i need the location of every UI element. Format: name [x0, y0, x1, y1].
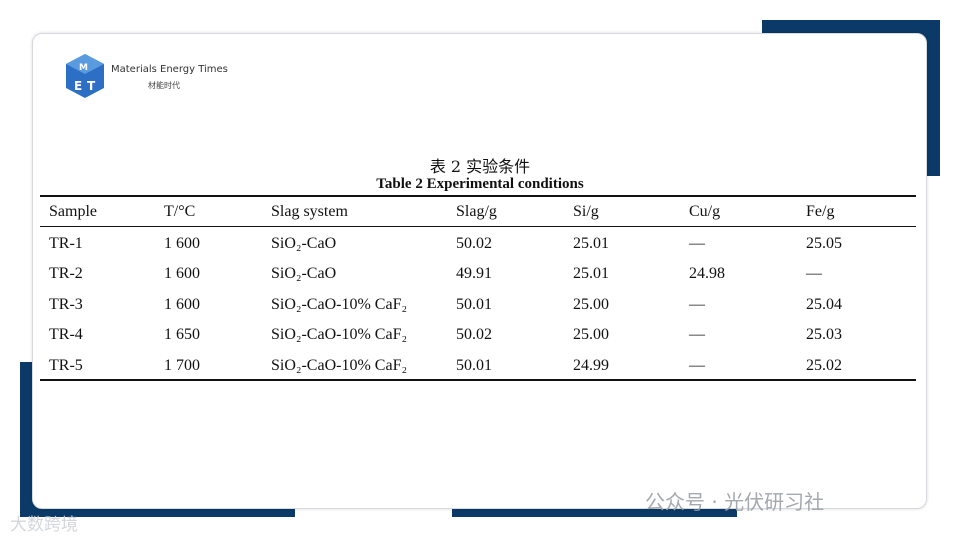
table-row: TR-5 1 700 SiO₂-CaO-10% CaF₂ 50.01 24.99 — 25.… — [40, 351, 916, 382]
header-cell: Slag system — [271, 203, 348, 220]
header-cell: T/°C — [164, 203, 196, 220]
table-cell: — — [806, 265, 822, 282]
table-cell: 49.91 — [456, 265, 492, 282]
table-cell: SiO₂-CaO — [271, 234, 337, 252]
table-cell: 1 600 — [164, 265, 200, 282]
table-cell: 24.99 — [573, 356, 609, 374]
table-cell: 50.02 — [456, 234, 492, 252]
table-cell: 25.01 — [573, 234, 609, 252]
logo-name: Materials Energy Times — [111, 64, 228, 75]
table-cell: 1 650 — [164, 326, 200, 343]
table-cell: 1 700 — [164, 356, 200, 374]
watermark: 公众号 · 光伏研习社 — [645, 490, 825, 514]
header-cell: Si/g — [573, 203, 599, 220]
header-cell: Sample — [49, 203, 97, 220]
table-row: TR-2 1 600 SiO₂-CaO 49.91 25.01 24.98 — — [40, 259, 916, 290]
logo-icon: E T M — [66, 54, 104, 98]
table-cell: — — [689, 326, 705, 343]
table-cell: 25.00 — [573, 295, 609, 313]
caption-en: Table 2 Experimental conditions — [376, 176, 584, 192]
header-cell: Slag/g — [456, 203, 497, 220]
header-cell: Fe/g — [806, 203, 835, 220]
header-cell: Cu/g — [689, 203, 721, 220]
table-cell: TR-2 — [49, 265, 83, 282]
table-cell: 24.98 — [689, 265, 725, 282]
table-cell: 25.00 — [573, 326, 609, 343]
svg-text:M: M — [79, 63, 88, 73]
svg-text:E: E — [74, 79, 82, 93]
table-cell: TR-5 — [49, 356, 83, 374]
table-cell: 25.01 — [573, 265, 609, 282]
mid-rule — [40, 226, 916, 227]
table-cell: 25.04 — [806, 295, 842, 313]
table-cell: 50.02 — [456, 326, 492, 343]
table-cell: SiO₂-CaO-10% CaF₂ — [271, 326, 408, 343]
table-row: TR-3 1 600 SiO₂-CaO-10% CaF₂ 50.01 25.00 — 25.… — [40, 290, 916, 321]
svg-text:T: T — [87, 79, 96, 93]
header-row: Sample T/°C Slag system Slag/g Si/g Cu/g Fe/g — [40, 197, 916, 228]
table-cell: 50.01 — [456, 356, 492, 374]
caption-cn: 表 2 实验条件 — [429, 157, 531, 176]
table-cell: 1 600 — [164, 234, 200, 252]
table-cell: TR-4 — [49, 326, 83, 343]
table-body: TR-1 1 600 SiO₂-CaO 50.02 25.01 — 25.05 TR-2 1 6… — [40, 229, 916, 382]
table-cell: SiO₂-CaO-10% CaF₂ — [271, 356, 408, 374]
table-row: TR-4 1 650 SiO₂-CaO-10% CaF₂ 50.02 25.00 — 25.… — [40, 320, 916, 351]
card — [32, 33, 927, 509]
watermark: 大数跨境 — [10, 515, 78, 535]
table-cell: — — [689, 356, 705, 374]
table-cell: SiO₂-CaO — [271, 265, 337, 282]
table-cell: 50.01 — [456, 295, 492, 313]
bottom-rule — [40, 379, 916, 381]
table: Sample T/°C Slag system Slag/g Si/g Cu/g Fe/g T… — [40, 195, 916, 381]
table-cell: — — [689, 234, 705, 252]
table-cell: SiO₂-CaO-10% CaF₂ — [271, 295, 408, 313]
table-cell: 25.05 — [806, 234, 842, 252]
logo-name-cn: 材能时代 — [148, 81, 180, 90]
table-cell: 25.03 — [806, 326, 842, 343]
top-rule — [40, 195, 916, 197]
table-cell: — — [689, 295, 705, 313]
table-cell: 1 600 — [164, 295, 200, 313]
table-row: TR-1 1 600 SiO₂-CaO 50.02 25.01 — 25.05 — [40, 229, 916, 260]
table-cell: TR-3 — [49, 295, 83, 313]
table-cell: 25.02 — [806, 356, 842, 374]
table-cell: TR-1 — [49, 234, 83, 252]
